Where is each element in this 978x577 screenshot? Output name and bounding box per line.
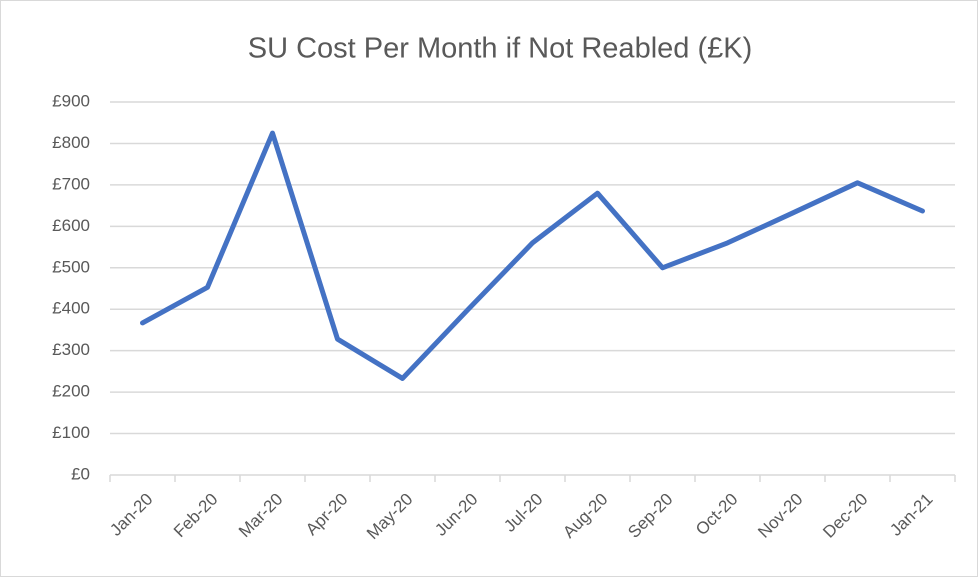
- y-tick-label: £100: [52, 423, 90, 442]
- data-line: [140, 130, 925, 381]
- chart-title: SU Cost Per Month if Not Reabled (£K): [248, 33, 752, 65]
- y-tick-label: £400: [52, 299, 90, 318]
- y-tick-label: £300: [52, 340, 90, 359]
- y-tick-label: £0: [71, 464, 90, 483]
- y-tick-label: £600: [52, 216, 90, 235]
- y-tick-label: £200: [52, 382, 90, 401]
- y-tick-label: £700: [52, 174, 90, 193]
- y-tick-label: £500: [52, 257, 90, 276]
- y-tick-label: £900: [52, 91, 90, 110]
- y-tick-label: £800: [52, 133, 90, 152]
